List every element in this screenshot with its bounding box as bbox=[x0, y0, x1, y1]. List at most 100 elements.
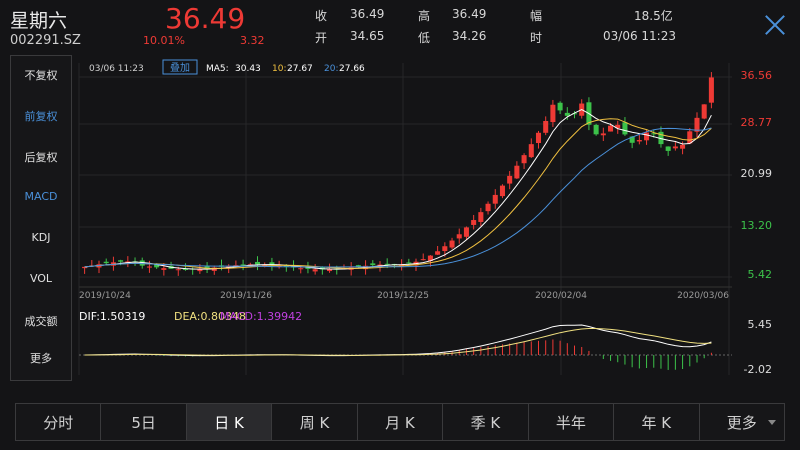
candle-body bbox=[427, 255, 433, 261]
ma20-line bbox=[84, 127, 712, 268]
indicator-panel: 不复权 前复权 后复权 MACD KDJ VOL 成交额 更多 bbox=[10, 55, 72, 381]
macd-value: MACD:1.39942 bbox=[220, 310, 302, 323]
tab-more-label: 更多 bbox=[726, 413, 757, 432]
candle-body bbox=[370, 263, 376, 266]
candle-body bbox=[197, 268, 203, 272]
ma5-value: 30.43 bbox=[235, 64, 261, 74]
price-tick-4: 5.42 bbox=[748, 268, 773, 281]
tab-daily-k[interactable]: 日 K bbox=[186, 404, 273, 440]
change-percent: 10.01% bbox=[143, 34, 185, 47]
macd-tick-0: 5.45 bbox=[748, 318, 773, 331]
candle-body bbox=[622, 122, 628, 135]
no-adjust-button[interactable]: 不复权 bbox=[24, 69, 58, 82]
candle-body bbox=[535, 132, 542, 144]
ma5-line bbox=[84, 109, 712, 270]
candle-body bbox=[571, 113, 578, 115]
candle-body bbox=[118, 260, 124, 262]
range-label: 幅 bbox=[530, 9, 543, 23]
tab-more[interactable]: 更多 bbox=[700, 404, 784, 440]
tab-5day[interactable]: 5日 bbox=[101, 404, 187, 440]
price-tick-3: 13.20 bbox=[741, 219, 773, 232]
candle-body bbox=[615, 124, 621, 129]
x-tick-0: 2019/10/24 bbox=[79, 291, 131, 301]
overlay-button[interactable]: 叠加 bbox=[170, 62, 190, 74]
close-label: 收 bbox=[315, 9, 328, 23]
candle-body bbox=[680, 144, 686, 149]
candle-body bbox=[471, 220, 477, 225]
candle-body bbox=[327, 269, 333, 272]
time-value: 03/06 11:23 bbox=[603, 29, 676, 43]
candle-body bbox=[644, 132, 650, 141]
open-value: 34.65 bbox=[350, 29, 385, 43]
candle-body bbox=[82, 266, 88, 269]
dea-line bbox=[84, 328, 712, 356]
time-label: 时 bbox=[530, 31, 543, 45]
candle-body bbox=[463, 227, 469, 237]
candle-body bbox=[103, 261, 109, 264]
ma10-value: 27.67 bbox=[287, 64, 313, 74]
low-label: 低 bbox=[418, 31, 431, 45]
ma20-value: 27.66 bbox=[339, 64, 365, 74]
kdj-button[interactable]: KDJ bbox=[31, 231, 51, 244]
ma20-label: 20: bbox=[324, 64, 338, 74]
candle-body bbox=[204, 266, 210, 269]
forward-adjust-button[interactable]: 前复权 bbox=[24, 110, 58, 123]
candle-body bbox=[399, 264, 405, 266]
price-tick-0: 36.56 bbox=[741, 69, 773, 82]
macd-button[interactable]: MACD bbox=[24, 190, 58, 203]
candle-body bbox=[456, 234, 462, 239]
ma10-line bbox=[84, 118, 712, 269]
tab-yearly-k[interactable]: 年 K bbox=[614, 404, 700, 440]
candle-body bbox=[298, 268, 304, 270]
candle-body bbox=[485, 203, 491, 212]
candle-body bbox=[139, 260, 145, 266]
tab-monthly-k[interactable]: 月 K bbox=[358, 404, 444, 440]
candle-body bbox=[550, 104, 556, 123]
candle-body bbox=[564, 112, 570, 116]
candle-body bbox=[312, 269, 318, 272]
candle-body bbox=[384, 263, 390, 265]
candle-body bbox=[629, 136, 635, 143]
close-icon[interactable] bbox=[762, 12, 788, 38]
candle-body bbox=[651, 133, 657, 135]
candle-body bbox=[146, 266, 152, 268]
tab-intraday[interactable]: 分时 bbox=[16, 404, 102, 440]
high-label: 高 bbox=[418, 9, 431, 23]
backward-adjust-button[interactable]: 后复权 bbox=[24, 151, 58, 164]
candle-body bbox=[478, 212, 484, 222]
candle-body bbox=[269, 262, 275, 266]
tab-weekly-k[interactable]: 周 K bbox=[272, 404, 358, 440]
macd-dif: DIF:1.50319 bbox=[79, 310, 145, 323]
candle-body bbox=[687, 131, 693, 144]
turnover-button[interactable]: 成交额 bbox=[24, 315, 58, 328]
low-value: 34.26 bbox=[452, 29, 487, 43]
candle-body bbox=[435, 251, 441, 255]
candle-body bbox=[701, 104, 707, 119]
candle-body bbox=[514, 165, 520, 179]
more-indicators-button[interactable]: 更多 bbox=[30, 352, 52, 365]
x-tick-2: 2019/12/25 bbox=[377, 291, 429, 301]
range-value: 18.5亿 bbox=[634, 9, 673, 23]
candlesticks bbox=[82, 72, 714, 276]
candle-body bbox=[636, 140, 642, 142]
vol-button[interactable]: VOL bbox=[29, 272, 53, 285]
macd-dea: DEA:0.80348 bbox=[174, 310, 246, 323]
quote-header: 星期六 002291.SZ 36.49 10.01% 3.32 收 36.49 … bbox=[0, 0, 800, 52]
tab-half-year[interactable]: 半年 bbox=[529, 404, 615, 440]
candle-body bbox=[240, 264, 246, 266]
chevron-down-icon bbox=[767, 420, 776, 425]
price-tick-1: 28.77 bbox=[741, 116, 773, 129]
candle-body bbox=[406, 262, 412, 264]
kline-chart[interactable]: 03/06 11:23 叠加 MA5: 30.43 10: 27.67 20: … bbox=[75, 55, 800, 385]
candle-body bbox=[283, 265, 289, 267]
stock-price: 36.49 bbox=[165, 2, 246, 35]
candle-body bbox=[521, 155, 527, 164]
tab-quarterly-k[interactable]: 季 K bbox=[443, 404, 529, 440]
overlay-button-frame[interactable] bbox=[162, 59, 198, 75]
x-tick-3: 2020/02/04 bbox=[535, 291, 587, 301]
candle-body bbox=[708, 77, 714, 103]
candle-body bbox=[658, 131, 664, 145]
price-tick-2: 20.99 bbox=[741, 167, 773, 180]
period-tabbar: 分时 5日 日 K 周 K 月 K 季 K 半年 年 K 更多 bbox=[15, 403, 785, 441]
change-amount: 3.32 bbox=[240, 34, 265, 47]
